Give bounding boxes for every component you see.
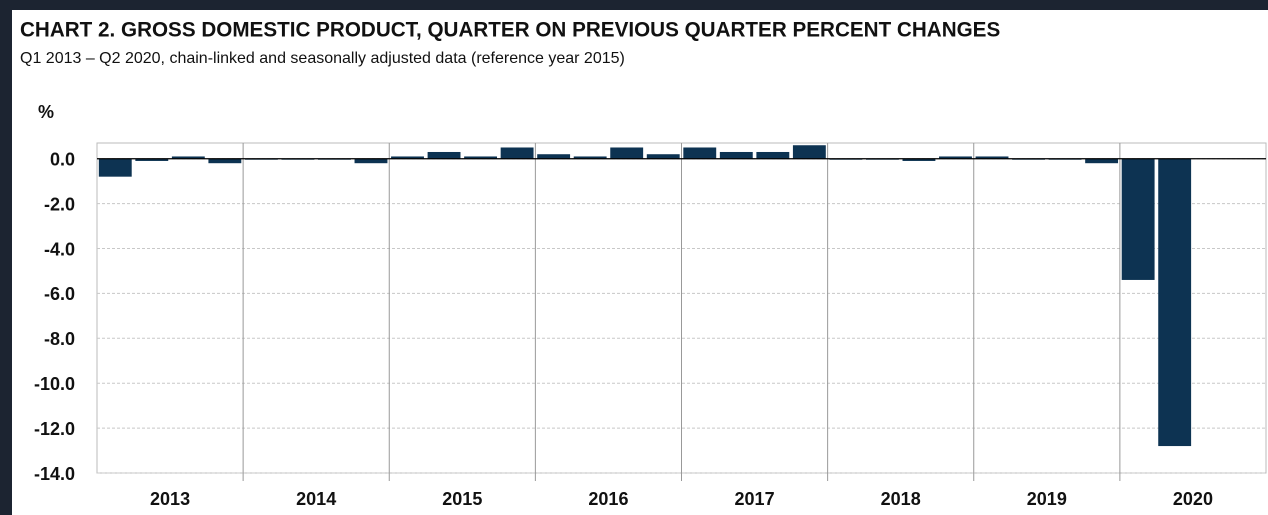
y-tick-label: -14.0 (34, 464, 75, 484)
bar (391, 156, 424, 159)
bar (500, 147, 534, 159)
bar (610, 147, 644, 159)
bar (792, 145, 826, 159)
bar (208, 158, 242, 164)
bar (98, 158, 132, 177)
bar (354, 158, 388, 164)
x-group-label: 2015 (442, 489, 482, 509)
bar (1085, 158, 1119, 164)
x-group-label: 2019 (1027, 489, 1067, 509)
x-group-label: 2014 (296, 489, 336, 509)
y-tick-label: -6.0 (44, 284, 75, 304)
x-group-label: 2016 (588, 489, 628, 509)
bar (646, 154, 680, 159)
bar (537, 154, 571, 159)
bar (1158, 158, 1192, 447)
bar (427, 151, 461, 159)
x-group-label: 2013 (150, 489, 190, 509)
y-tick-label: -2.0 (44, 194, 75, 214)
y-axis-label: % (38, 102, 54, 122)
bar (464, 156, 498, 159)
bar (939, 156, 972, 159)
bar (719, 151, 753, 159)
bar (756, 151, 790, 159)
bar (1121, 158, 1155, 280)
chart-subtitle: Q1 2013 – Q2 2020, chain-linked and seas… (20, 50, 625, 67)
x-group-label: 2017 (735, 489, 775, 509)
y-tick-label: 0.0 (50, 149, 75, 169)
chart-title: CHART 2. GROSS DOMESTIC PRODUCT, QUARTER… (20, 18, 1000, 41)
y-tick-label: -10.0 (34, 374, 75, 394)
x-group-label: 2018 (881, 489, 921, 509)
bar (902, 158, 936, 161)
bar (975, 156, 1009, 159)
bar (683, 147, 717, 159)
bar (573, 156, 607, 159)
y-tick-label: -8.0 (44, 329, 75, 349)
x-group-label: 2020 (1173, 489, 1213, 509)
bar (171, 156, 205, 159)
bar (135, 158, 169, 161)
y-tick-label: -12.0 (34, 419, 75, 439)
y-tick-label: -4.0 (44, 239, 75, 259)
